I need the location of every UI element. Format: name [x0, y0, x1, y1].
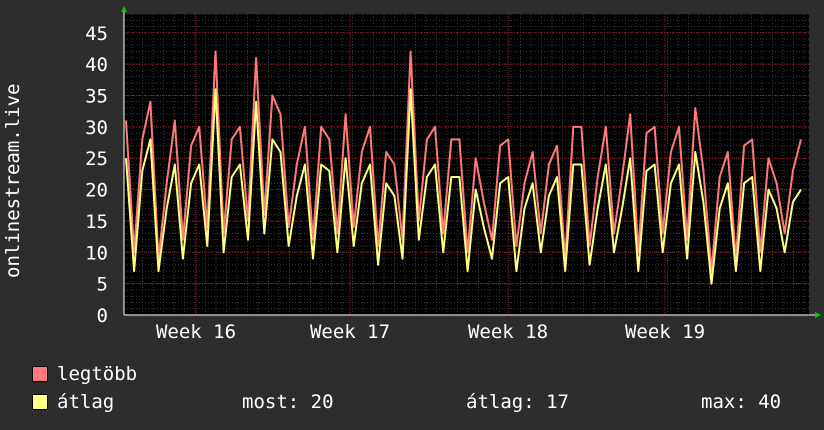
x-tick-label: Week 19 [625, 321, 705, 343]
stat-average: átlag: 17 [466, 391, 569, 413]
y-tick-label: 10 [85, 242, 108, 264]
y-axis-label: onlinestream.live [2, 83, 24, 278]
y-tick-label: 5 [97, 274, 108, 296]
x-tick-label: Week 17 [310, 321, 390, 343]
y-tick-label: 25 [85, 148, 108, 170]
y-tick-label: 30 [85, 117, 108, 139]
x-axis-arrow [815, 312, 821, 318]
x-tick-label: Week 18 [468, 321, 548, 343]
stat-now: most: 20 [242, 391, 334, 413]
y-axis-arrow [121, 6, 127, 12]
legend-swatch-avg [32, 394, 48, 410]
y-tick-label: 15 [85, 211, 108, 233]
y-tick-label: 0 [97, 305, 108, 327]
y-tick-label: 45 [85, 23, 108, 45]
stat-max: max: 40 [701, 391, 782, 413]
y-tick-label: 20 [85, 180, 108, 202]
x-tick-label: Week 16 [156, 321, 236, 343]
legend-label-max: legtöbb [57, 363, 138, 385]
legend-label-avg: átlag [57, 391, 115, 413]
series-line-max [125, 50, 802, 273]
legend-swatch-max [32, 366, 48, 382]
y-tick-label: 35 [85, 86, 108, 108]
y-tick-label: 40 [85, 54, 108, 76]
series-line-avg [125, 88, 802, 285]
